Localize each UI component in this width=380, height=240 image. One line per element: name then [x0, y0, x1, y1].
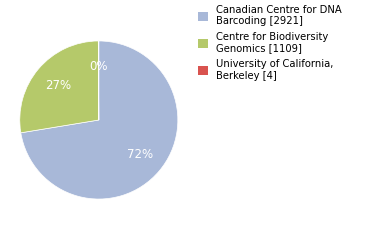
- Legend: Canadian Centre for DNA
Barcoding [2921], Centre for Biodiversity
Genomics [1109: Canadian Centre for DNA Barcoding [2921]…: [198, 5, 341, 81]
- Wedge shape: [20, 41, 99, 133]
- Wedge shape: [21, 41, 178, 199]
- Text: 72%: 72%: [127, 148, 153, 161]
- Text: 0%: 0%: [89, 60, 108, 73]
- Wedge shape: [98, 41, 99, 120]
- Text: 27%: 27%: [45, 79, 71, 92]
